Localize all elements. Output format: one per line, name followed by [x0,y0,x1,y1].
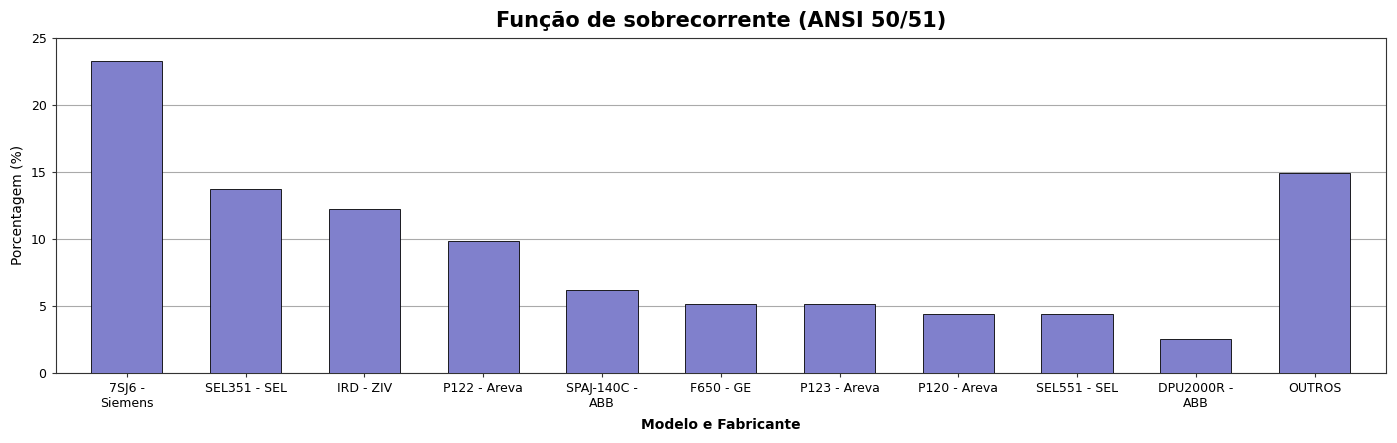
Bar [447,241,518,373]
Bar [803,304,875,373]
Bar [1041,314,1112,373]
Bar [1280,173,1351,373]
Bar [210,189,281,373]
X-axis label: Modelo e Fabricante: Modelo e Fabricante [641,418,800,432]
Bar [328,210,400,373]
Y-axis label: Porcentagem (%): Porcentagem (%) [11,145,25,265]
Bar [685,304,756,373]
Bar [91,61,162,373]
Title: Função de sobrecorrente (ANSI 50/51): Função de sobrecorrente (ANSI 50/51) [496,11,946,31]
Bar [566,290,637,373]
Bar [1161,339,1232,373]
Bar [922,314,993,373]
